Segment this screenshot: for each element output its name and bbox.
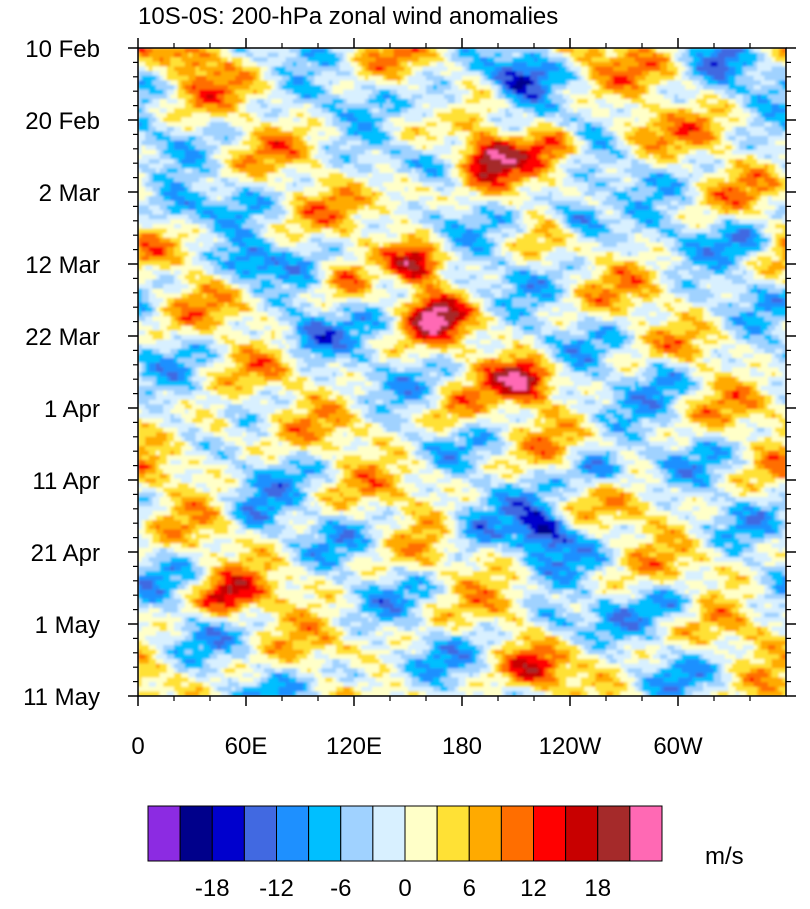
y-tick-label: 11 May (23, 684, 100, 711)
colorbar-box (308, 805, 342, 862)
colorbar-tick-label: 6 (463, 875, 476, 902)
y-tick-label: 20 Feb (25, 108, 100, 135)
colorbar-box (372, 805, 406, 862)
colorbar-box (565, 805, 599, 862)
colorbar-box (276, 805, 310, 862)
y-tick-label: 1 Apr (44, 396, 100, 423)
y-tick-label: 11 Apr (32, 468, 100, 495)
colorbar-box (404, 805, 438, 862)
colorbar-box (340, 805, 374, 862)
y-tick-label: 10 Feb (25, 36, 100, 63)
y-tick-label: 22 Mar (25, 324, 100, 351)
x-tick-label: 60E (225, 733, 268, 760)
colorbar-box (436, 805, 470, 862)
colorbar-tick-label: -6 (330, 875, 351, 902)
y-tick-label: 2 Mar (39, 180, 100, 207)
colorbar: -18 -12 -6 0 6 12 18 (147, 805, 663, 902)
x-tick-label: 180 (442, 733, 482, 760)
y-tick-label: 12 Mar (25, 252, 100, 279)
axes: 0 60E 120E 180 120W 60W 10 Feb 20 Feb 2 Mar 12 Ma… (23, 36, 796, 760)
colorbar-box (629, 805, 663, 862)
x-tick-label: 0 (131, 733, 144, 760)
x-tick-label: 120E (326, 733, 382, 760)
x-tick-label: 60W (653, 733, 703, 760)
colorbar-box (147, 805, 181, 862)
wind-anomaly-field (138, 48, 786, 696)
colorbar-box (243, 805, 277, 862)
colorbar-unit-label: m/s (705, 843, 744, 870)
y-tick-label: 21 Apr (31, 540, 100, 567)
colorbar-box (211, 805, 245, 862)
colorbar-tick-label: -12 (259, 875, 294, 902)
colorbar-box (500, 805, 534, 862)
colorbar-tick-label: 18 (584, 875, 611, 902)
y-tick-label: 1 May (35, 612, 100, 639)
x-tick-label: 120W (539, 733, 602, 760)
colorbar-box (179, 805, 213, 862)
colorbar-tick-label: 0 (398, 875, 411, 902)
colorbar-tick-label: -18 (195, 875, 230, 902)
colorbar-box (468, 805, 502, 862)
chart-title: 10S-0S: 200-hPa zonal wind anomalies (138, 3, 558, 30)
colorbar-box (597, 805, 631, 862)
colorbar-box (533, 805, 567, 862)
colorbar-tick-label: 12 (520, 875, 547, 902)
